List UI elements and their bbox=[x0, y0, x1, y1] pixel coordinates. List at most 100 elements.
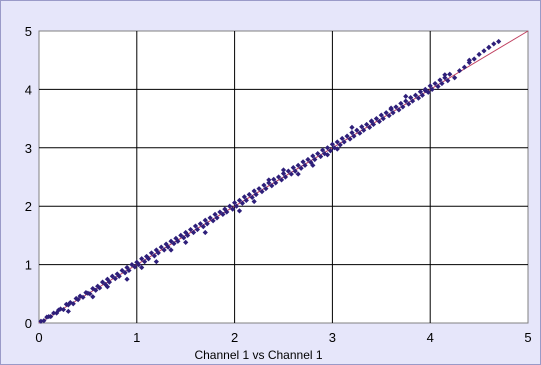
data-point bbox=[408, 94, 414, 101]
data-point bbox=[427, 83, 433, 89]
x-tick-label: 5 bbox=[524, 330, 531, 345]
data-point bbox=[106, 279, 113, 285]
data-point bbox=[202, 229, 208, 236]
data-point bbox=[51, 310, 57, 316]
x-tick-label: 3 bbox=[329, 330, 336, 345]
data-point bbox=[256, 186, 262, 192]
data-point bbox=[165, 244, 171, 250]
data-point bbox=[486, 44, 492, 50]
data-point bbox=[349, 124, 355, 130]
data-point bbox=[99, 279, 106, 285]
data-point bbox=[124, 276, 130, 282]
data-point bbox=[354, 127, 360, 133]
data-point bbox=[119, 267, 125, 274]
data-point bbox=[383, 110, 389, 116]
data-point bbox=[337, 142, 343, 148]
data-point bbox=[202, 217, 208, 223]
data-point bbox=[312, 156, 318, 163]
data-point bbox=[114, 271, 120, 277]
data-point bbox=[104, 284, 111, 290]
x-tick-label: 0 bbox=[35, 330, 42, 345]
data-point bbox=[321, 151, 328, 157]
data-point bbox=[357, 130, 363, 136]
data-point bbox=[273, 180, 279, 186]
x-axis-title: Channel 1 vs Channel 1 bbox=[194, 348, 322, 362]
data-point bbox=[415, 95, 422, 101]
data-point bbox=[236, 197, 243, 203]
data-point bbox=[192, 223, 199, 229]
data-point bbox=[366, 124, 373, 130]
data-point bbox=[55, 307, 62, 313]
data-point bbox=[334, 146, 340, 152]
data-point bbox=[315, 151, 321, 157]
data-point bbox=[412, 92, 419, 98]
data-point bbox=[305, 156, 311, 163]
data-point bbox=[251, 188, 257, 194]
data-point bbox=[65, 308, 71, 314]
data-point bbox=[378, 112, 384, 118]
data-point bbox=[432, 80, 438, 87]
data-point bbox=[298, 165, 304, 171]
data-point bbox=[403, 98, 409, 104]
data-point bbox=[331, 145, 337, 151]
data-point bbox=[266, 180, 272, 186]
data-point bbox=[320, 147, 326, 153]
data-point bbox=[48, 313, 54, 320]
data-point bbox=[266, 177, 272, 183]
x-tick-label: 1 bbox=[133, 330, 140, 345]
data-point bbox=[370, 121, 377, 128]
data-point bbox=[168, 247, 174, 253]
data-point bbox=[334, 139, 340, 145]
data-point bbox=[276, 174, 282, 180]
data-point bbox=[249, 194, 255, 201]
data-point bbox=[308, 159, 314, 165]
data-point bbox=[318, 153, 324, 160]
x-tick-label: 2 bbox=[231, 330, 238, 345]
data-point bbox=[220, 211, 226, 217]
data-point bbox=[417, 89, 424, 95]
data-point bbox=[181, 235, 187, 241]
data-point bbox=[373, 116, 380, 122]
data-point bbox=[344, 133, 350, 139]
data-point bbox=[139, 256, 145, 262]
data-point bbox=[295, 171, 301, 177]
data-point bbox=[491, 41, 497, 47]
data-point bbox=[190, 229, 197, 236]
data-point bbox=[194, 226, 201, 233]
data-point bbox=[442, 75, 448, 81]
data-point bbox=[302, 162, 308, 168]
data-point bbox=[142, 259, 148, 265]
data-point bbox=[214, 215, 220, 221]
data-point bbox=[224, 209, 230, 215]
data-point bbox=[324, 152, 331, 158]
data-point bbox=[97, 285, 103, 291]
data-point bbox=[171, 240, 177, 247]
data-point bbox=[288, 171, 294, 177]
data-point bbox=[292, 168, 298, 174]
data-point bbox=[87, 291, 93, 297]
data-point bbox=[398, 100, 404, 107]
data-point bbox=[349, 130, 355, 136]
data-point bbox=[158, 244, 164, 250]
data-point bbox=[290, 165, 296, 171]
data-point bbox=[112, 276, 118, 282]
data-point bbox=[396, 107, 402, 113]
data-point bbox=[364, 121, 370, 128]
data-point bbox=[278, 177, 285, 183]
data-point bbox=[259, 189, 265, 195]
data-point bbox=[386, 113, 392, 119]
data-point bbox=[269, 183, 275, 189]
data-point bbox=[80, 294, 86, 300]
data-point bbox=[339, 135, 345, 142]
data-point bbox=[253, 191, 259, 198]
data-point bbox=[227, 203, 233, 209]
data-point bbox=[236, 208, 243, 214]
data-point bbox=[200, 224, 206, 230]
data-point bbox=[230, 206, 236, 212]
data-point bbox=[153, 259, 159, 265]
data-point bbox=[207, 215, 213, 221]
data-point bbox=[324, 145, 331, 151]
data-point bbox=[280, 170, 287, 177]
data-point bbox=[447, 71, 453, 77]
data-point bbox=[422, 87, 428, 94]
